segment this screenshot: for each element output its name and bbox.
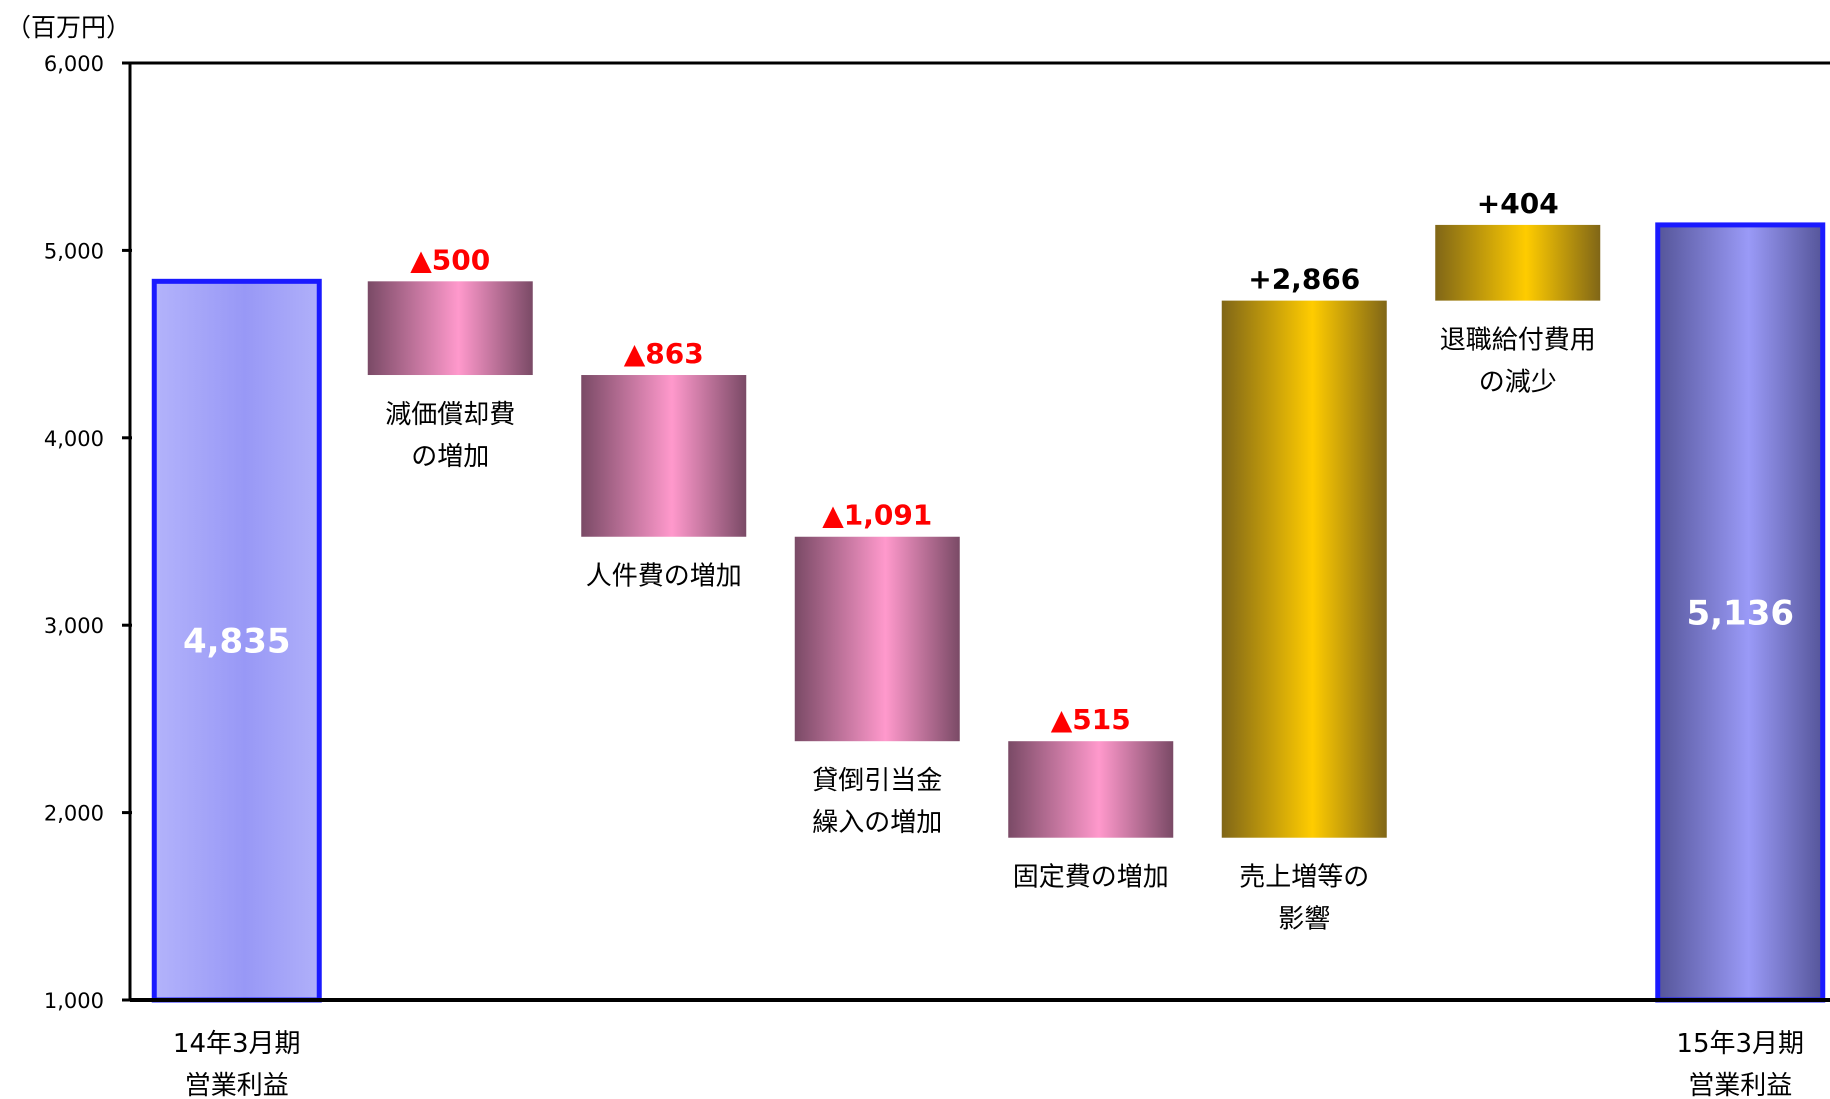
y-tick-label: 6,000 (44, 52, 104, 76)
y-axis-ticks: 1,000 2,000 3,000 4,000 5,000 6,000 (44, 52, 132, 1013)
category-label: 14年3月期 (173, 1029, 301, 1059)
category-labels: 14年3月期営業利益減価償却費の増加人件費の増加貸倒引当金繰入の増加固定費の増加… (173, 326, 1804, 1099)
delta-value-label: +2,866 (1248, 263, 1360, 296)
delta-value-label: ▲863 (624, 337, 704, 370)
category-label: 減価償却費 (385, 400, 515, 430)
category-label: 繰入の増加 (812, 808, 942, 838)
category-label: 貸倒引当金 (812, 766, 942, 796)
y-tick-label: 5,000 (44, 239, 104, 263)
decrease-bar (1008, 741, 1174, 838)
category-label: 影響 (1278, 905, 1330, 935)
category-label: の増加 (411, 442, 489, 472)
category-label: 退職給付費用 (1440, 326, 1596, 356)
increase-bar (1221, 300, 1387, 838)
increase-bar (1435, 224, 1601, 301)
y-tick-label: 1,000 (44, 989, 104, 1013)
decrease-bar (581, 375, 747, 537)
category-label: 15年3月期 (1676, 1029, 1804, 1059)
category-label: の減少 (1479, 368, 1557, 398)
total-value-label: 4,835 (183, 622, 291, 662)
category-label: 人件費の増加 (586, 562, 742, 592)
total-value-label: 5,136 (1686, 593, 1794, 633)
decrease-bar (367, 281, 533, 376)
delta-value-label: ▲1,091 (822, 499, 932, 532)
unit-label: （百万円） (6, 13, 131, 42)
category-label: 営業利益 (1688, 1071, 1792, 1099)
category-label: 固定費の増加 (1013, 863, 1169, 893)
total-bar (1655, 222, 1826, 1003)
y-tick-label: 3,000 (44, 614, 104, 638)
bars (151, 222, 1826, 1003)
category-label: 営業利益 (185, 1071, 289, 1099)
delta-value-label: +404 (1477, 187, 1559, 220)
category-label: 売上増等の (1239, 863, 1369, 893)
y-tick-label: 4,000 (44, 427, 104, 451)
decrease-bar (794, 536, 960, 742)
value-labels: 4,835 ▲500 ▲863 ▲1,091 ▲515 +2,866 +404 5,136 (183, 187, 1794, 736)
y-tick-label: 2,000 (44, 802, 104, 826)
delta-value-label: ▲500 (410, 243, 490, 276)
delta-value-label: ▲515 (1051, 703, 1131, 736)
